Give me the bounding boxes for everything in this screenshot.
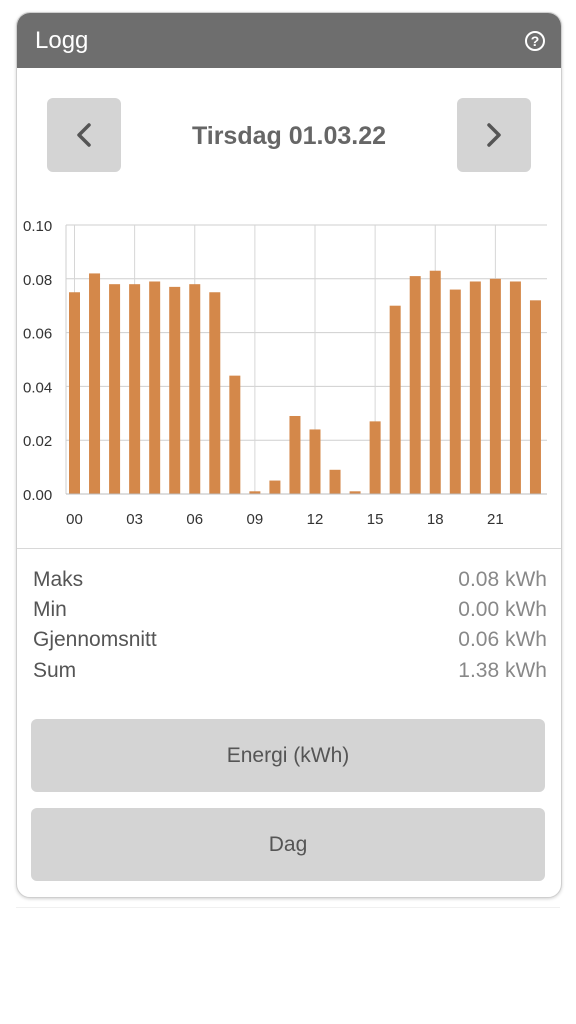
divider (16, 907, 560, 908)
stat-value: 1.38 kWh (458, 659, 547, 682)
stat-row-average: Gjennomsnitt 0.06 kWh (33, 628, 547, 658)
y-tick-label: 0.06 (23, 326, 52, 343)
bar (449, 289, 461, 494)
bar (349, 491, 361, 494)
stat-label: Maks (33, 568, 84, 591)
bar (389, 305, 401, 494)
stat-row-max: Maks 0.08 kWh (33, 568, 547, 598)
title-bar: Logg ? (17, 13, 561, 68)
previous-day-button[interactable] (47, 98, 121, 172)
page-title: Logg (35, 27, 89, 54)
stat-row-sum: Sum 1.38 kWh (33, 659, 547, 689)
x-tick-label: 12 (307, 511, 324, 528)
next-day-button[interactable] (457, 98, 531, 172)
bar (189, 284, 201, 494)
bar (329, 469, 341, 494)
bar (309, 429, 321, 494)
bar (249, 491, 261, 494)
bar (289, 415, 301, 494)
bar (89, 273, 101, 494)
log-card: Logg ? Tirsdag 01.03.22 0.10 0.08 0.06 0.04… (16, 12, 562, 898)
bar (269, 480, 281, 494)
y-tick-label: 0.02 (23, 433, 52, 450)
bar (529, 300, 541, 494)
bar (509, 281, 521, 494)
stat-label: Min (33, 598, 67, 621)
chevron-right-icon (487, 123, 501, 147)
stat-value: 0.06 kWh (458, 628, 547, 651)
period-select-button[interactable]: Dag (31, 808, 545, 881)
stat-label: Gjennomsnitt (33, 628, 157, 651)
bar (229, 375, 241, 494)
x-tick-label: 00 (66, 511, 83, 528)
bar (169, 286, 181, 494)
bar (149, 281, 161, 494)
x-tick-label: 09 (247, 511, 264, 528)
bar (209, 292, 221, 494)
bar (469, 281, 481, 494)
chevron-left-icon (77, 123, 91, 147)
bar (489, 278, 501, 494)
x-tick-label: 15 (367, 511, 384, 528)
x-tick-label: 18 (427, 511, 444, 528)
y-tick-label: 0.04 (23, 379, 52, 396)
stat-value: 0.00 kWh (458, 598, 547, 621)
y-tick-label: 0.08 (23, 272, 52, 289)
bar (369, 421, 381, 494)
bar (429, 270, 441, 494)
bar (409, 276, 421, 494)
divider (17, 548, 561, 549)
y-tick-label: 0.00 (23, 487, 52, 504)
stat-value: 0.08 kWh (458, 568, 547, 591)
date-label: Tirsdag 01.03.22 (191, 122, 387, 150)
stat-label: Sum (33, 659, 77, 682)
unit-select-button[interactable]: Energi (kWh) (31, 719, 545, 792)
x-tick-label: 06 (186, 511, 203, 528)
bar (69, 292, 80, 494)
help-icon[interactable]: ? (525, 31, 545, 51)
y-tick-label: 0.10 (23, 218, 52, 235)
bar (109, 284, 121, 494)
x-tick-label: 21 (487, 511, 504, 528)
bar (129, 284, 141, 494)
energy-bar-chart: 0.10 0.08 0.06 0.04 0.02 0.00 00 03 06 09 12 15 18 21 (23, 218, 547, 528)
stat-row-min: Min 0.00 kWh (33, 598, 547, 628)
x-tick-label: 03 (126, 511, 143, 528)
